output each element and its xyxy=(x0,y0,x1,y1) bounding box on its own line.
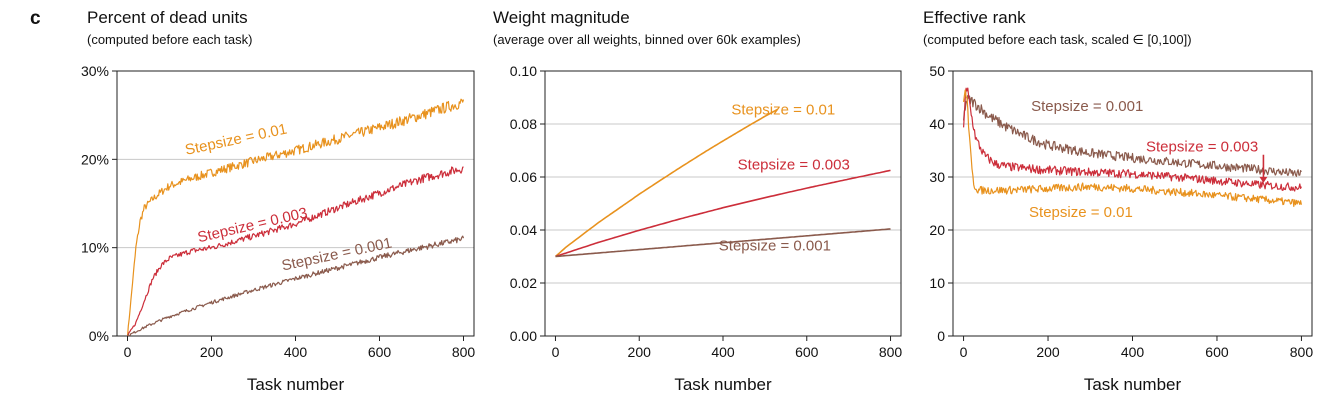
chart-1-subtitle: (computed before each task) xyxy=(87,32,253,47)
plot-frame xyxy=(544,70,902,337)
x-tick-label: 200 xyxy=(628,344,652,360)
x-axis-label: Task number xyxy=(1084,375,1182,394)
y-tick-label: 10 xyxy=(929,275,945,291)
x-tick-label: 0 xyxy=(552,344,560,360)
y-tick-label: 0.04 xyxy=(510,222,537,238)
y-tick-label: 0.08 xyxy=(510,116,537,132)
y-tick-label: 0 xyxy=(937,328,945,344)
chart-3-subtitle: (computed before each task, scaled ∈ [0,… xyxy=(923,32,1192,47)
y-tick-label: 10% xyxy=(81,240,109,256)
y-tick-label: 20 xyxy=(929,222,945,238)
x-tick-label: 400 xyxy=(1121,344,1145,360)
x-axis-label: Task number xyxy=(674,375,772,394)
x-tick-label: 600 xyxy=(1205,344,1229,360)
chart-2-title: Weight magnitude xyxy=(493,8,630,27)
x-tick-label: 800 xyxy=(452,344,476,360)
series-label: Stepsize = 0.001 xyxy=(1031,98,1143,115)
series-line xyxy=(963,94,1302,177)
series-line xyxy=(555,228,891,258)
y-tick-label: 0% xyxy=(89,328,109,344)
chart-2: 0.00 0.02 0.04 0.06 0.08 0.10 0 200 400 600 800 Tas… xyxy=(510,63,903,394)
y-tick-label: 30% xyxy=(81,63,109,79)
x-tick-label: 0 xyxy=(960,344,968,360)
series-line xyxy=(126,98,465,336)
series-label: Stepsize = 0.003 xyxy=(1146,139,1258,156)
series-line xyxy=(554,108,778,258)
series-line xyxy=(963,89,1302,207)
plot-frame xyxy=(116,70,475,337)
chart-1-title: Percent of dead units xyxy=(87,8,248,27)
series-label: Stepsize = 0.001 xyxy=(719,238,831,255)
y-tick-label: 40 xyxy=(929,116,945,132)
x-tick-label: 600 xyxy=(368,344,392,360)
x-tick-label: 400 xyxy=(711,344,735,360)
y-tick-label: 0.10 xyxy=(510,63,537,79)
y-tick-label: 0.00 xyxy=(510,328,537,344)
annotation-arrow-head xyxy=(1259,176,1268,183)
series-line xyxy=(126,166,464,336)
x-axis-label: Task number xyxy=(247,375,345,394)
series-label: Stepsize = 0.003 xyxy=(738,157,850,174)
y-tick-label: 30 xyxy=(929,169,945,185)
plot-frame xyxy=(952,70,1313,337)
series-line xyxy=(963,87,1302,192)
series-label: Stepsize = 0.01 xyxy=(184,121,289,159)
series-label: Stepsize = 0.01 xyxy=(1029,204,1133,221)
x-tick-label: 0 xyxy=(124,344,132,360)
y-tick-label: 50 xyxy=(929,63,945,79)
chart-3: 0 10 20 30 40 50 0 200 400 600 800 Task number Steps… xyxy=(929,63,1313,394)
chart-3-title: Effective rank xyxy=(923,8,1026,27)
y-tick-label: 0.02 xyxy=(510,275,537,291)
series-label: Stepsize = 0.01 xyxy=(731,102,835,119)
chart-2-subtitle: (average over all weights, binned over 6… xyxy=(493,32,801,47)
series-line xyxy=(127,235,465,336)
x-tick-label: 800 xyxy=(879,344,903,360)
series-line xyxy=(555,169,891,258)
x-tick-label: 600 xyxy=(795,344,819,360)
x-tick-label: 200 xyxy=(200,344,224,360)
y-tick-label: 0.06 xyxy=(510,169,537,185)
chart-1: 0% 10% 20% 30% 0 200 400 600 800 Task number Steps… xyxy=(81,63,475,394)
x-tick-label: 800 xyxy=(1290,344,1314,360)
x-tick-label: 400 xyxy=(284,344,308,360)
x-tick-label: 200 xyxy=(1036,344,1060,360)
y-tick-label: 20% xyxy=(81,151,109,167)
panel-letter: c xyxy=(30,8,41,29)
